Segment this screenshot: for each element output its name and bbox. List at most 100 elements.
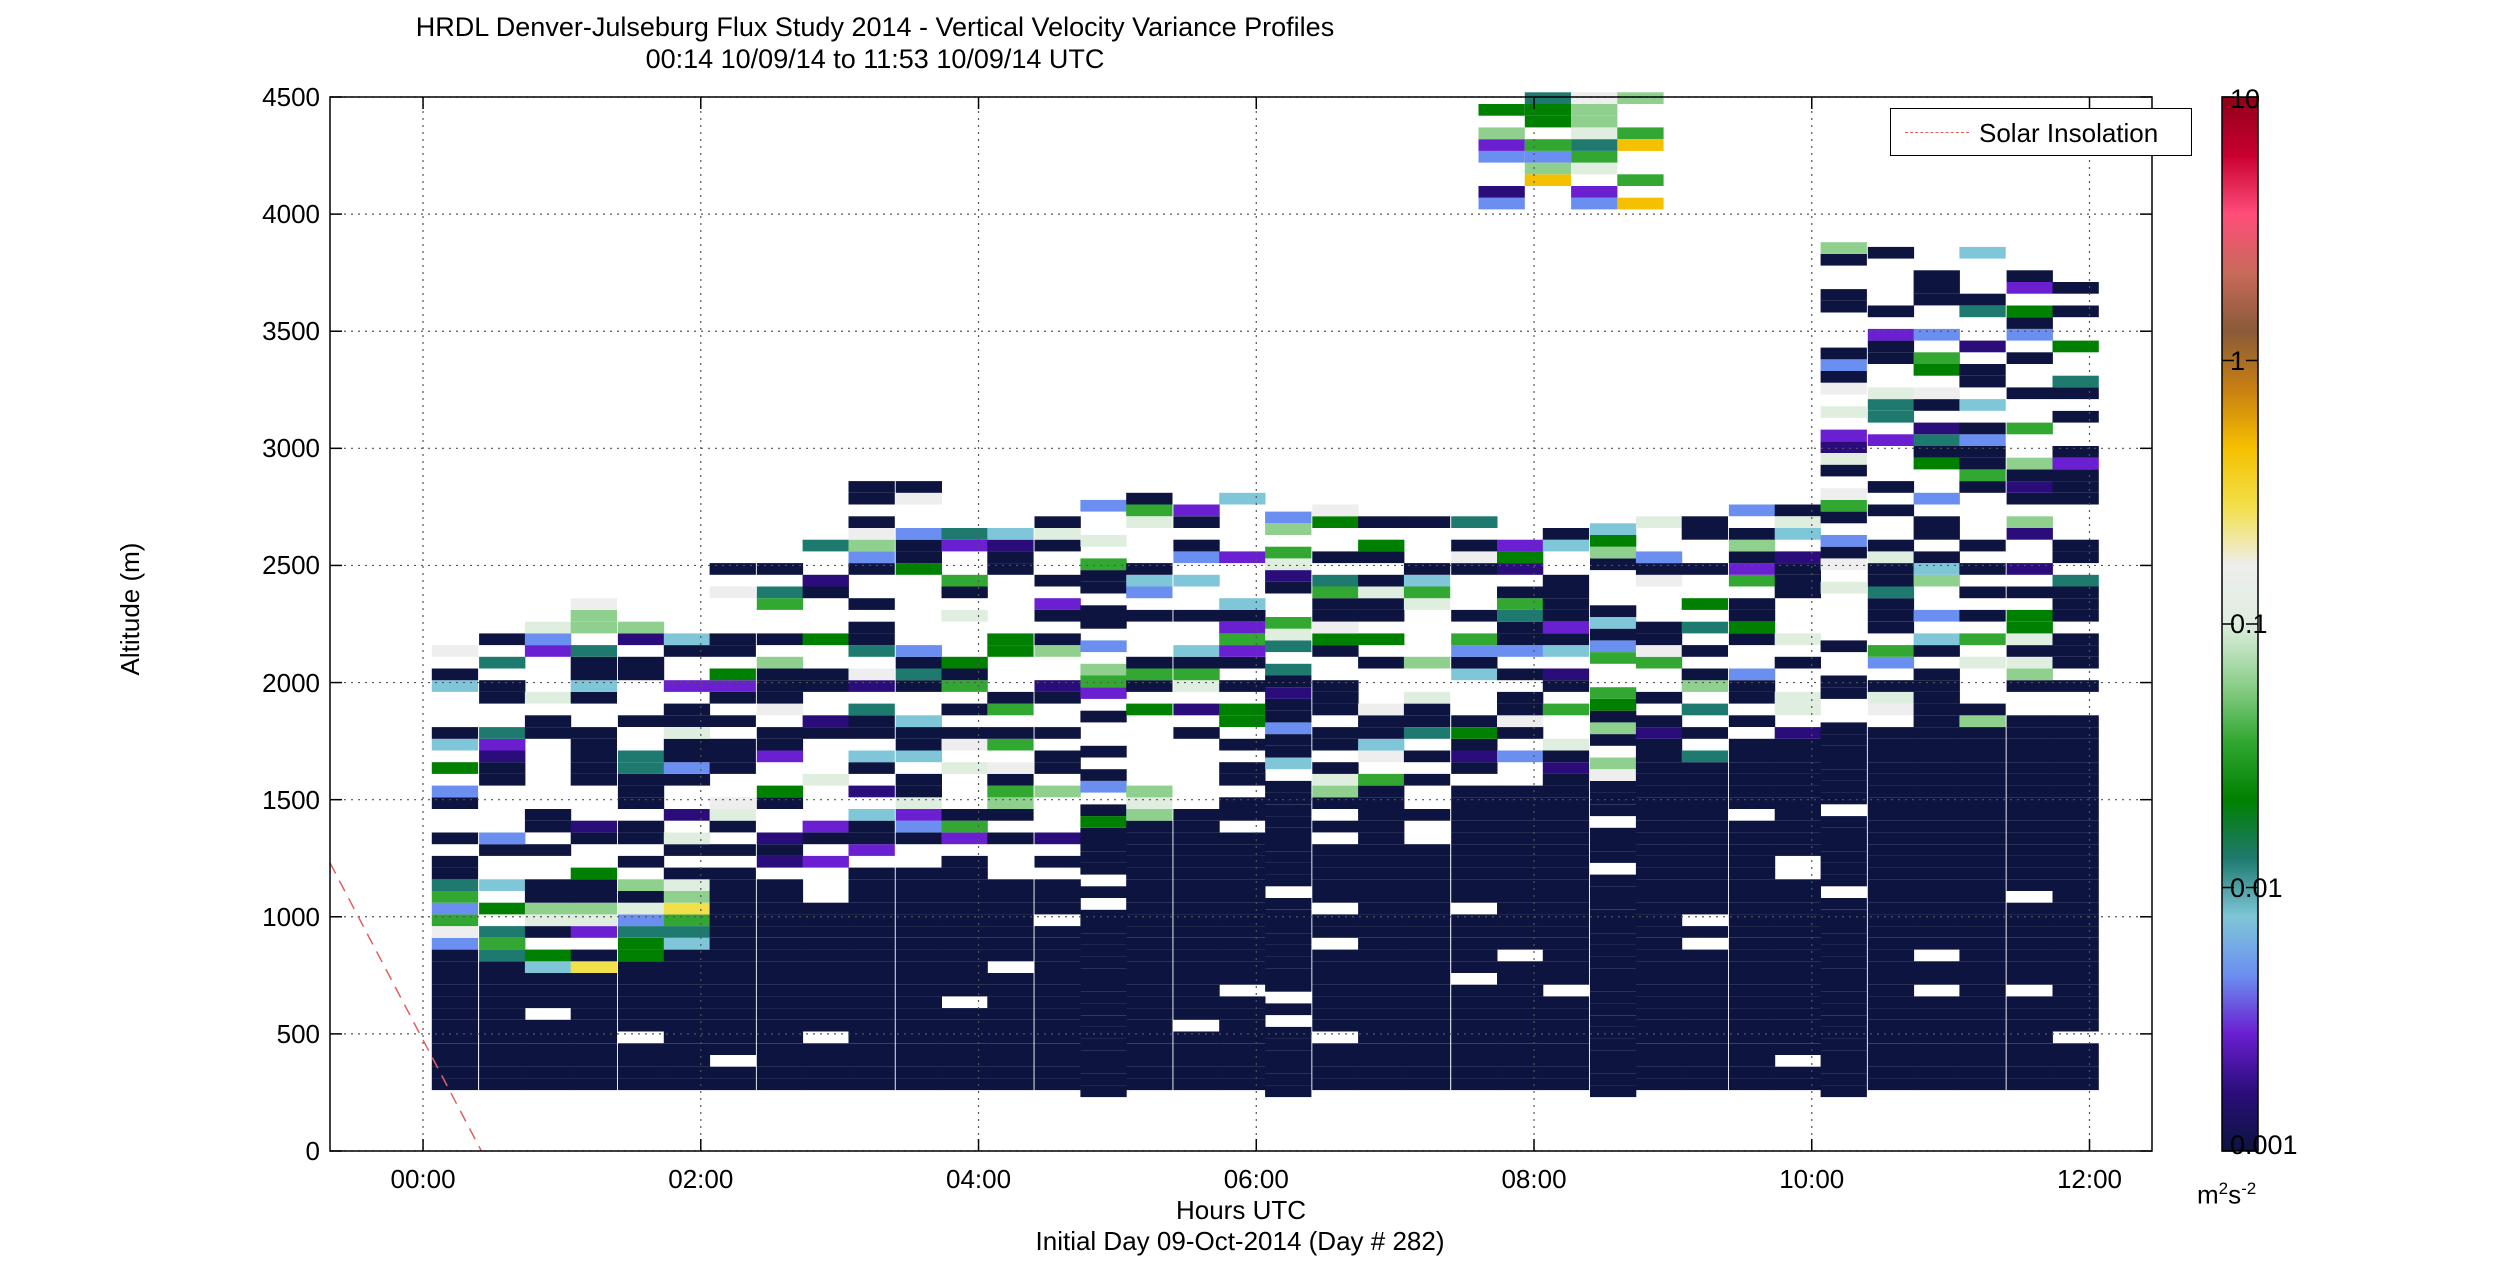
- variance-cell: [663, 949, 711, 962]
- variance-cell: [1312, 926, 1359, 938]
- variance-cell: [1312, 516, 1359, 528]
- variance-cell: [1590, 628, 1637, 641]
- variance-cell: [1774, 738, 1821, 751]
- variance-cell: [1681, 867, 1728, 880]
- variance-cell: [663, 633, 711, 646]
- variance-cell: [1265, 804, 1312, 817]
- variance-cell: [1265, 839, 1312, 852]
- variance-cell: [524, 996, 572, 1009]
- variance-cell: [2006, 949, 2053, 962]
- variance-cell: [1358, 832, 1405, 845]
- variance-cell: [1774, 820, 1821, 833]
- variance-cell: [1403, 1078, 1451, 1091]
- variance-cell: [895, 668, 942, 681]
- variance-cell: [617, 656, 665, 669]
- variance-cell: [1635, 574, 1683, 587]
- variance-cell: [1867, 844, 1915, 856]
- variance-cell: [1820, 991, 1867, 1004]
- variance-cell: [524, 1031, 572, 1044]
- variance-cell: [570, 691, 617, 704]
- variance-cell: [1497, 727, 1544, 739]
- variance-cell: [617, 773, 665, 786]
- variance-cell: [1774, 563, 1821, 575]
- variance-cell: [1542, 539, 1590, 552]
- variance-cell: [479, 937, 526, 950]
- variance-cell: [802, 680, 849, 692]
- variance-cell: [1219, 914, 1266, 927]
- variance-cell: [663, 809, 711, 821]
- variance-cell: [1959, 293, 2006, 306]
- variance-cell: [2052, 926, 2099, 938]
- variance-cell: [524, 633, 572, 646]
- variance-cell: [895, 528, 942, 540]
- variance-cell: [431, 902, 479, 915]
- variance-cell: [941, 586, 988, 599]
- variance-cell: [2052, 902, 2099, 915]
- variance-cell: [802, 832, 849, 845]
- variance-cell: [1358, 551, 1405, 564]
- variance-cell: [1820, 581, 1867, 594]
- variance-cell: [1959, 586, 2006, 599]
- variance-cell: [1635, 1078, 1683, 1091]
- variance-cell: [1126, 996, 1173, 1009]
- variance-cell: [1867, 1055, 1915, 1067]
- variance-cell: [848, 551, 895, 564]
- variance-cell: [1126, 949, 1173, 962]
- variance-cell: [1867, 387, 1915, 400]
- variance-cell: [895, 539, 942, 552]
- variance-cell: [709, 1031, 756, 1044]
- variance-cell: [1590, 886, 1637, 898]
- variance-cell: [2052, 680, 2099, 692]
- variance-cell: [1080, 780, 1127, 793]
- variance-cell: [1451, 914, 1498, 927]
- variance-cell: [1728, 984, 1776, 997]
- variance-cell: [756, 891, 804, 903]
- variance-cell: [663, 891, 711, 903]
- variance-cell: [1358, 1019, 1405, 1032]
- variance-cell: [802, 937, 849, 950]
- variance-cell: [848, 598, 895, 610]
- variance-cell: [1820, 792, 1867, 805]
- variance-cell: [1358, 961, 1405, 973]
- variance-cell: [2052, 937, 2099, 950]
- variance-cell: [2006, 270, 2053, 282]
- variance-cell: [1358, 867, 1405, 880]
- variance-cell: [1219, 937, 1266, 950]
- variance-cell: [941, 926, 988, 938]
- variance-cell: [1681, 598, 1728, 610]
- variance-cell: [1497, 891, 1544, 903]
- variance-cell: [1034, 691, 1081, 704]
- y-tick-label: 0: [305, 1136, 320, 1166]
- variance-cell: [941, 855, 988, 868]
- variance-cell: [848, 1019, 895, 1032]
- variance-cell: [1358, 1078, 1405, 1091]
- variance-cell: [479, 691, 526, 704]
- variance-cell: [1867, 961, 1915, 973]
- variance-cell: [987, 926, 1034, 938]
- variance-cell: [1265, 511, 1312, 524]
- variance-cell: [1126, 516, 1173, 528]
- variance-cell: [1034, 645, 1081, 657]
- variance-cell: [1173, 680, 1220, 692]
- variance-cell: [1635, 1055, 1683, 1067]
- variance-cell: [1590, 1062, 1637, 1074]
- variance-cell: [848, 715, 895, 727]
- variance-cell: [941, 1019, 988, 1032]
- variance-cell: [431, 996, 479, 1009]
- variance-cell: [1590, 640, 1637, 653]
- variance-cell: [709, 914, 756, 927]
- variance-cell: [431, 855, 479, 868]
- variance-cell: [1451, 1066, 1498, 1079]
- variance-cell: [1681, 902, 1728, 915]
- variance-cell: [802, 668, 849, 681]
- variance-cell: [1867, 574, 1915, 587]
- variance-cell: [1542, 1031, 1590, 1044]
- variance-cell: [1681, 645, 1728, 657]
- y-tick-label: 1000: [262, 901, 320, 932]
- variance-cell: [431, 1008, 479, 1020]
- variance-cell: [479, 1043, 526, 1055]
- variance-cell: [1681, 961, 1728, 973]
- variance-cell: [1617, 174, 1664, 186]
- variance-cell: [1820, 933, 1867, 945]
- variance-cell: [2006, 516, 2053, 528]
